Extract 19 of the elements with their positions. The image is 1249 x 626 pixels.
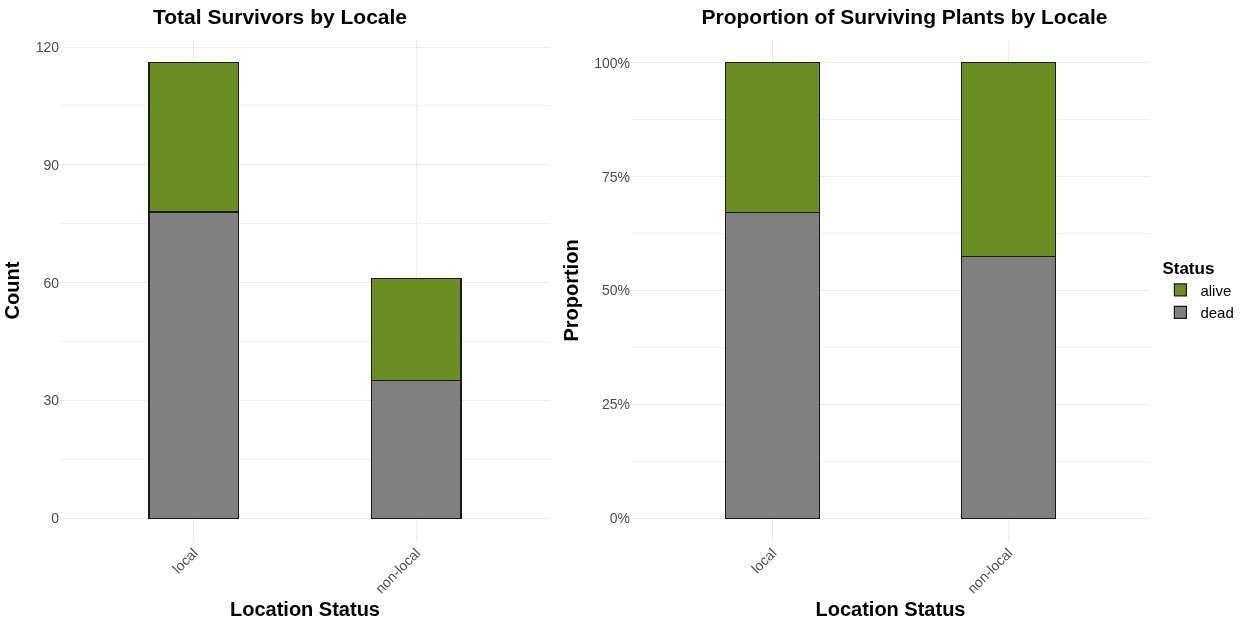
legend-title: Status bbox=[1162, 258, 1215, 278]
y-tick-label: 0 bbox=[51, 510, 60, 527]
y-tick-label: 50% bbox=[601, 282, 630, 299]
y-tick-label: 75% bbox=[601, 168, 630, 185]
y-tick-label: 90 bbox=[43, 156, 60, 173]
y-tick-label: 30 bbox=[43, 392, 60, 409]
y-tick-label: 60 bbox=[43, 274, 60, 291]
y-axis-title: Proportion bbox=[560, 239, 582, 342]
legend-label: dead bbox=[1200, 304, 1234, 322]
x-axis-title: Location Status bbox=[229, 598, 381, 621]
x-axis-title: Location Status bbox=[815, 598, 966, 621]
y-axis-title: Count bbox=[1, 261, 24, 320]
y-tick-label: 100% bbox=[594, 54, 630, 71]
chart-title: Proportion of Surviving Plants by Locale bbox=[701, 5, 1108, 29]
chart-title: Total Survivors by Locale bbox=[152, 5, 408, 29]
y-tick-label: 0% bbox=[609, 510, 630, 527]
legend-label: alive bbox=[1200, 281, 1232, 299]
y-tick-label: 25% bbox=[601, 396, 630, 413]
y-tick-label: 120 bbox=[35, 38, 60, 55]
